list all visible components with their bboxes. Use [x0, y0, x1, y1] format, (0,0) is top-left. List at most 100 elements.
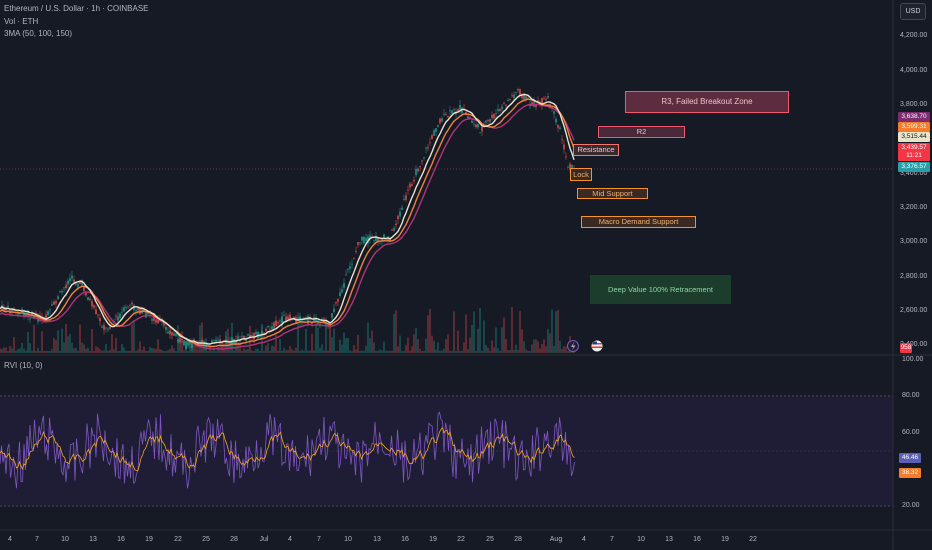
zone-deep-value-100-retracement[interactable]: Deep Value 100% Retracement [590, 275, 731, 304]
time-tick-label: 10 [637, 536, 645, 543]
candle-body [327, 324, 329, 326]
candle-body [187, 341, 189, 346]
time-tick-label: 4 [582, 536, 586, 543]
volume-bar [545, 346, 547, 353]
symbol-title[interactable]: Ethereum / U.S. Dollar · 1h · COINBASE [4, 4, 149, 13]
volume-bar [381, 350, 383, 353]
lightning-event-icon[interactable] [567, 340, 579, 352]
candle-body [129, 304, 131, 306]
volume-bar [535, 339, 537, 353]
volume-bar [279, 339, 281, 353]
candle-body [259, 336, 261, 337]
zone-lock[interactable]: Lock [570, 168, 592, 181]
volume-bar [369, 338, 371, 353]
candle-body [273, 322, 275, 328]
zone-mid-support[interactable]: Mid Support [577, 188, 648, 199]
candle-body [137, 308, 139, 311]
volume-bar [297, 322, 299, 353]
volume-bar [217, 347, 219, 353]
candle-body [91, 301, 93, 307]
zone-resistance[interactable]: Resistance [573, 144, 619, 156]
time-tick-label: 22 [457, 536, 465, 543]
zone-r3-failed-breakout-zone[interactable]: R3, Failed Breakout Zone [625, 91, 789, 113]
candle-body [167, 331, 169, 334]
volume-bar [505, 339, 507, 353]
volume-bar [249, 325, 251, 353]
price-tick-label: 3,800.00 [900, 101, 928, 108]
volume-legend[interactable]: Vol · ETH [4, 17, 39, 26]
us-flag-event-icon[interactable] [591, 340, 603, 352]
candle-body [117, 316, 119, 321]
candle-body [393, 228, 395, 231]
candle-body [51, 304, 53, 306]
candle-body [443, 113, 445, 115]
volume-bar [413, 334, 415, 353]
volume-bar [523, 341, 525, 353]
time-tick-label: 22 [749, 536, 757, 543]
volume-bar [219, 349, 221, 353]
volume-bar [277, 350, 279, 353]
candle-body [501, 106, 503, 110]
time-tick-label: 10 [344, 536, 352, 543]
volume-bar [187, 350, 189, 353]
volume-bar [315, 324, 317, 353]
candle-body [287, 316, 289, 320]
candle-body [191, 342, 193, 349]
zone-r2[interactable]: R2 [598, 126, 685, 138]
candle-body [251, 334, 253, 336]
volume-bar [55, 339, 57, 353]
candle-body [305, 317, 307, 319]
candle-body [23, 311, 25, 317]
candle-body [253, 332, 255, 340]
volume-bar [329, 327, 331, 353]
volume-bar [201, 322, 203, 353]
volume-bar [411, 346, 413, 353]
candle-body [457, 109, 459, 112]
volume-bar [79, 324, 81, 353]
candle-body [21, 309, 23, 310]
candle-body [31, 312, 33, 317]
candle-body [49, 309, 51, 311]
volume-bar [485, 344, 487, 353]
candle-body [369, 235, 371, 240]
volume-bar [123, 347, 125, 353]
volume-bar [303, 350, 305, 353]
volume-bar [427, 315, 429, 353]
candle-body [425, 147, 427, 149]
rvi-line [0, 411, 575, 489]
candle-body [105, 327, 107, 329]
candle-body [123, 307, 125, 312]
volume-bar [365, 345, 367, 353]
volume-bar [551, 309, 553, 353]
volume-bar [97, 347, 99, 353]
currency-button[interactable]: USD [900, 3, 926, 20]
candle-body [441, 118, 443, 122]
volume-bar [567, 350, 569, 353]
candle-body [267, 326, 269, 328]
rvi-legend[interactable]: RVI (10, 0) [4, 361, 43, 370]
candle-body [53, 301, 55, 305]
candle-body [529, 104, 531, 107]
time-tick-label: 4 [288, 536, 292, 543]
zone-macro-demand-support[interactable]: Macro Demand Support [581, 216, 696, 228]
candle-body [535, 104, 537, 108]
volume-bar [143, 346, 145, 353]
volume-bar [167, 350, 169, 353]
volume-bar [163, 350, 165, 353]
candle-body [151, 318, 153, 321]
time-tick-label: 10 [61, 536, 69, 543]
candle-body [389, 238, 391, 242]
volume-bar [149, 346, 151, 353]
volume-bar [417, 339, 419, 353]
candle-body [485, 120, 487, 123]
volume-bar [483, 320, 485, 353]
volume-bar [139, 341, 141, 353]
volume-bar [243, 348, 245, 353]
candle-body [571, 165, 573, 171]
candle-body [217, 339, 219, 341]
volume-bar [147, 350, 149, 353]
ma-legend[interactable]: 3MA (50, 100, 150) [4, 29, 73, 38]
volume-bar [23, 348, 25, 353]
